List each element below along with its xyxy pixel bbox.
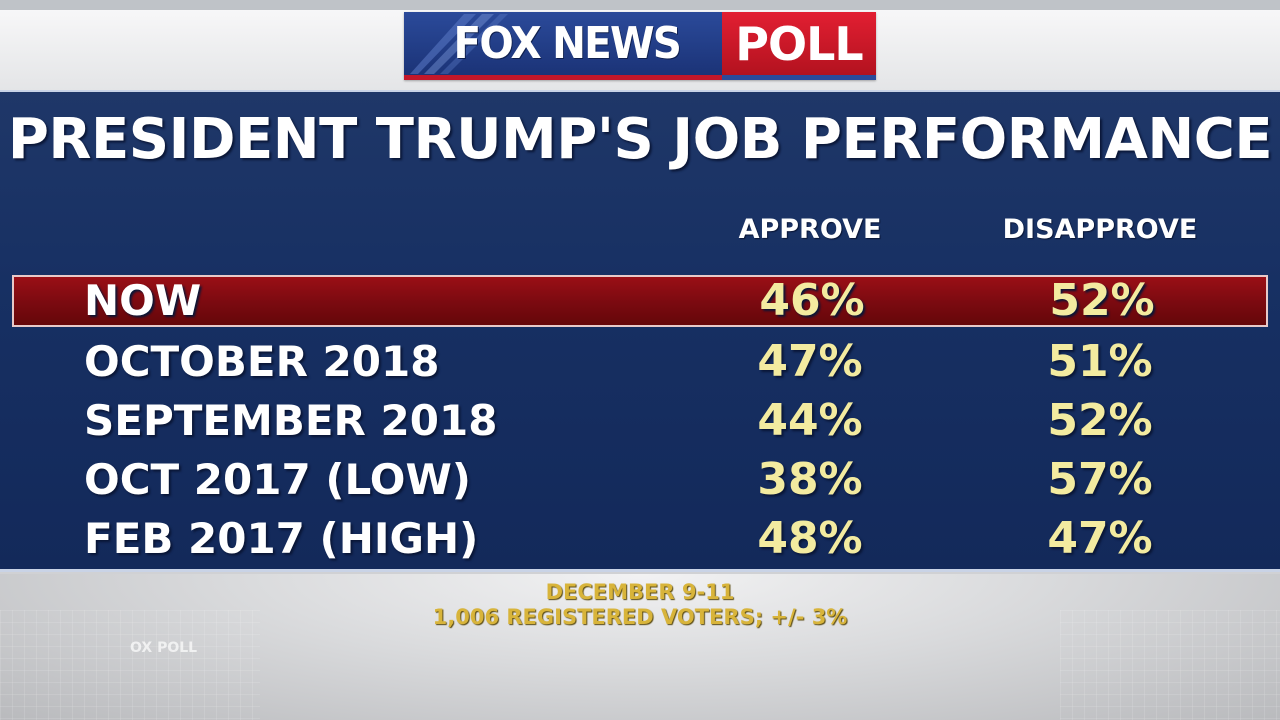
table-row: OCT 2017 (LOW) 38% 57% [12, 454, 1268, 506]
disapprove-value: 47% [1047, 513, 1153, 564]
approve-value: 47% [757, 336, 863, 387]
footnote-sample: 1,006 REGISTERED VOTERS; +/- 3% [432, 605, 848, 629]
approve-value: 44% [757, 395, 863, 446]
disapprove-value: 52% [1049, 275, 1155, 326]
row-label: SEPTEMBER 2018 [84, 396, 498, 445]
approve-value: 46% [759, 275, 865, 326]
table-row: SEPTEMBER 2018 44% 52% [12, 395, 1268, 447]
footnote-date: DECEMBER 9-11 [545, 580, 735, 604]
poll-panel [0, 90, 1280, 572]
table-row-now: NOW 46% 52% [12, 275, 1268, 327]
row-label: OCT 2017 (LOW) [84, 455, 472, 504]
logo-network-text: FOX NEWS [453, 18, 681, 69]
footer-background [0, 574, 1280, 720]
row-label: OCTOBER 2018 [84, 337, 440, 386]
table-row: FEB 2017 (HIGH) 48% 47% [12, 513, 1268, 565]
grid-decoration [0, 610, 260, 720]
disapprove-value: 52% [1047, 395, 1153, 446]
fox-news-logo: FOX NEWS [404, 12, 722, 80]
column-header-approve: APPROVE [738, 214, 882, 245]
table-row: OCTOBER 2018 47% 51% [12, 336, 1268, 388]
row-label: NOW [84, 276, 202, 325]
fox-news-poll-logo: FOX NEWS POLL [404, 12, 876, 80]
column-header-disapprove: DISAPPROVE [1002, 214, 1198, 245]
logo-poll-text: POLL [722, 12, 876, 80]
searchlight-icon [410, 14, 508, 74]
background-poll-text: OX POLL [130, 640, 198, 656]
top-strip [0, 0, 1280, 10]
approve-value: 38% [757, 454, 863, 505]
row-label: FEB 2017 (HIGH) [84, 514, 479, 563]
approve-value: 48% [757, 513, 863, 564]
disapprove-value: 57% [1047, 454, 1153, 505]
chart-title: PRESIDENT TRUMP'S JOB PERFORMANCE [7, 107, 1273, 172]
grid-decoration [1060, 610, 1280, 720]
disapprove-value: 51% [1047, 336, 1153, 387]
